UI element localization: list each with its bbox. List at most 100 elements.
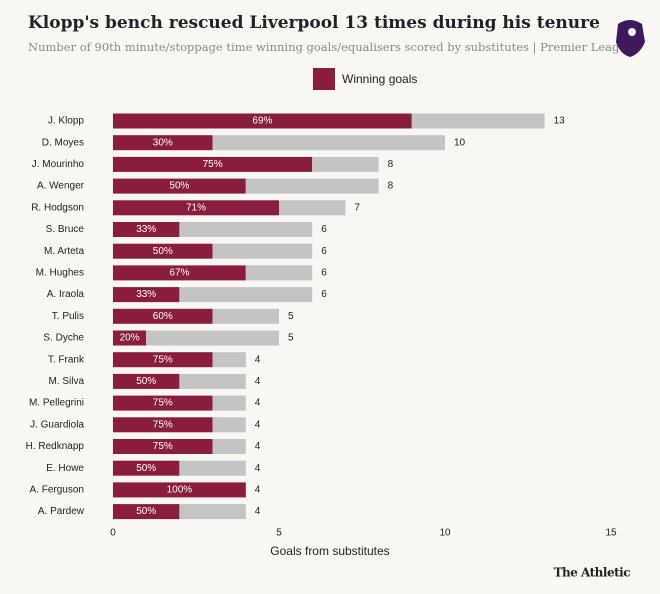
- y-tick-label: A. Ferguson: [30, 485, 84, 496]
- total-label: 4: [255, 398, 261, 409]
- bar-segment: [113, 113, 412, 129]
- bar-segment: [212, 308, 279, 324]
- share-label: 50%: [169, 181, 189, 192]
- total-label: 10: [454, 137, 466, 148]
- bar-segment: [279, 200, 346, 216]
- total-label: 5: [288, 333, 294, 344]
- y-tick-label: T. Pulis: [52, 311, 84, 322]
- bar-segment: [179, 222, 313, 237]
- total-label: 5: [288, 311, 294, 322]
- chart-title: Klopp's bench rescued Liverpool 13 times…: [28, 13, 600, 33]
- y-tick-label: E. Howe: [46, 463, 84, 474]
- y-tick-label: J. Klopp: [48, 116, 85, 127]
- share-label: 30%: [153, 137, 173, 148]
- share-label: 75%: [153, 419, 173, 430]
- bar-segment: [113, 200, 279, 216]
- bar-segment: [113, 439, 213, 454]
- y-tick-label: T. Frank: [48, 354, 85, 365]
- bar-segment: [179, 287, 313, 303]
- x-tick-label: 10: [439, 528, 451, 539]
- x-tick-label: 15: [605, 528, 617, 539]
- chart-subtitle: Number of 90th minute/stoppage time winn…: [28, 40, 634, 55]
- total-label: 7: [354, 202, 360, 213]
- share-label: 71%: [186, 202, 206, 213]
- share-label: 50%: [136, 463, 156, 474]
- y-tick-label: H. Redknapp: [26, 441, 85, 452]
- total-label: 6: [321, 246, 327, 257]
- bar-segment: [113, 460, 180, 476]
- legend-swatch: [313, 68, 335, 90]
- bar-segment: [113, 222, 180, 237]
- y-tick-label: J. Mourinho: [32, 159, 85, 170]
- bar-segment: [113, 482, 246, 498]
- x-tick-label: 5: [276, 528, 282, 539]
- total-label: 4: [255, 506, 261, 517]
- share-label: 60%: [153, 311, 173, 322]
- bar-segment: [113, 265, 246, 281]
- share-label: 75%: [153, 441, 173, 452]
- bar-segment: [212, 243, 313, 259]
- total-label: 6: [321, 268, 327, 279]
- share-label: 50%: [136, 506, 156, 517]
- x-axis-title: Goals from substitutes: [270, 544, 389, 558]
- y-tick-label: M. Silva: [48, 376, 84, 387]
- share-label: 50%: [136, 376, 156, 387]
- bar-segment: [113, 330, 147, 346]
- bar-segment: [113, 243, 213, 259]
- share-label: 33%: [136, 289, 156, 300]
- legend-label: Winning goals: [342, 72, 417, 86]
- total-label: 8: [388, 159, 394, 170]
- total-label: 13: [554, 116, 566, 127]
- bar-segment: [113, 417, 213, 433]
- bar-segment: [312, 156, 379, 172]
- total-label: 4: [255, 376, 261, 387]
- bar-segment: [212, 395, 246, 411]
- y-tick-label: M. Hughes: [36, 268, 84, 279]
- total-label: 6: [321, 289, 327, 300]
- bar-segment: [113, 287, 180, 303]
- bar-segment: [245, 265, 313, 281]
- bar-segment: [245, 178, 379, 194]
- y-tick-label: D. Moyes: [42, 137, 84, 148]
- total-label: 8: [388, 181, 394, 192]
- share-label: 50%: [153, 246, 173, 257]
- y-tick-label: M. Arteta: [44, 246, 84, 257]
- share-label: 69%: [252, 116, 272, 127]
- bar-segment: [212, 417, 246, 433]
- bar-segment: [113, 156, 313, 172]
- x-tick-label: 0: [110, 528, 116, 539]
- bar-segment: [113, 178, 246, 194]
- bar-segment: [113, 308, 213, 324]
- total-label: 4: [255, 485, 261, 496]
- share-label: 20%: [120, 333, 140, 344]
- bar-segment: [212, 439, 246, 454]
- share-label: 33%: [136, 224, 156, 235]
- y-tick-label: S. Dyche: [43, 333, 84, 344]
- bar-segment: [146, 330, 279, 346]
- bar-segment: [179, 373, 246, 389]
- share-label: 75%: [203, 159, 223, 170]
- bar-segment: [411, 113, 545, 129]
- bar-segment: [113, 504, 180, 520]
- bar-segment: [113, 352, 213, 368]
- y-tick-label: J. Guardiola: [30, 419, 84, 430]
- y-tick-label: A. Iraola: [47, 289, 85, 300]
- total-label: 4: [255, 419, 261, 430]
- share-label: 100%: [167, 485, 193, 496]
- bar-segment: [179, 460, 246, 476]
- y-tick-label: S. Bruce: [46, 224, 85, 235]
- bar-segment: [113, 135, 213, 151]
- share-label: 67%: [169, 268, 189, 279]
- y-tick-label: R. Hodgson: [31, 202, 84, 213]
- bar-segment: [113, 395, 213, 411]
- y-tick-label: A. Pardew: [38, 506, 85, 517]
- y-tick-label: A. Wenger: [37, 181, 85, 192]
- share-label: 75%: [153, 354, 173, 365]
- total-label: 4: [255, 354, 261, 365]
- total-label: 4: [255, 441, 261, 452]
- bar-segment: [179, 504, 246, 520]
- bar-segment: [113, 373, 180, 389]
- credit: The Athletic: [554, 566, 631, 580]
- total-label: 6: [321, 224, 327, 235]
